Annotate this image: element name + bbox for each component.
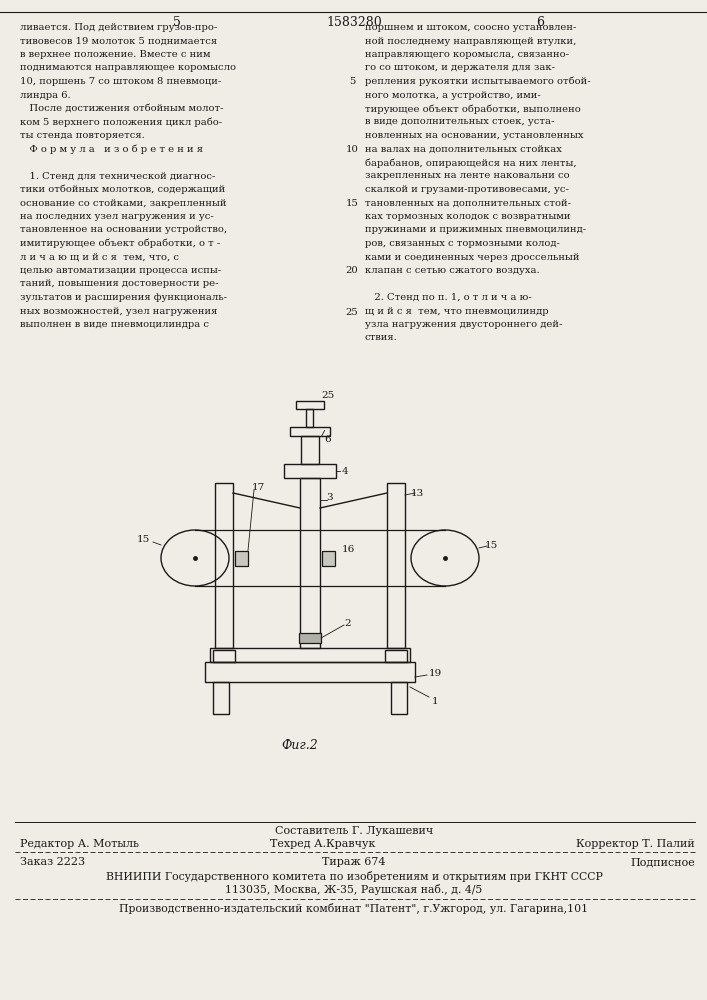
Bar [284,464,336,478]
Text: 6: 6 [536,16,544,29]
Text: ров, связанных с тормозными колод-: ров, связанных с тормозными колод- [365,239,560,248]
Bar [385,650,407,662]
Text: закрепленных на ленте наковальни со: закрепленных на ленте наковальни со [365,172,570,180]
Text: Производственно-издательский комбинат "Патент", г.Ужгород, ул. Гагарина,101: Производственно-издательский комбинат "П… [119,903,588,914]
Text: тики отбойных молотков, содержащий: тики отбойных молотков, содержащий [20,185,226,194]
Bar [307,409,313,427]
Text: новленных на основании, установленных: новленных на основании, установленных [365,131,583,140]
Text: целью автоматизации процесса испы-: целью автоматизации процесса испы- [20,266,221,275]
Bar [300,478,320,648]
Text: ного молотка, а устройство, ими-: ного молотка, а устройство, ими- [365,91,541,100]
Text: 13: 13 [410,488,423,497]
Text: ком 5 верхнего положения цикл рабо-: ком 5 верхнего положения цикл рабо- [20,117,222,127]
Bar [213,682,229,714]
Text: 10: 10 [346,144,358,153]
Bar [215,483,233,648]
Bar [235,550,248,566]
Text: 10, поршень 7 со штоком 8 пневмоци-: 10, поршень 7 со штоком 8 пневмоци- [20,77,221,86]
Text: ствия.: ствия. [365,334,398,342]
Text: зультатов и расширения функциональ-: зультатов и расширения функциональ- [20,293,227,302]
Bar [290,427,330,436]
Text: После достижения отбойным молот-: После достижения отбойным молот- [20,104,223,113]
Text: тановленное на основании устройство,: тановленное на основании устройство, [20,226,227,234]
Text: на последних узел нагружения и ус-: на последних узел нагружения и ус- [20,212,214,221]
Text: линдра 6.: линдра 6. [20,91,71,100]
Text: барабанов, опирающейся на них ленты,: барабанов, опирающейся на них ленты, [365,158,577,167]
Text: Заказ 2223: Заказ 2223 [20,857,85,867]
Text: 113035, Москва, Ж-35, Раушская наб., д. 4/5: 113035, Москва, Ж-35, Раушская наб., д. … [226,884,483,895]
Text: 25: 25 [322,390,334,399]
Text: Корректор Т. Палий: Корректор Т. Палий [576,839,695,849]
Text: узла нагружения двустороннего дей-: узла нагружения двустороннего дей- [365,320,562,329]
Text: 15: 15 [136,536,150,544]
Text: 25: 25 [346,308,358,317]
Bar [205,662,415,682]
Text: в верхнее положение. Вместе с ним: в верхнее положение. Вместе с ним [20,50,211,59]
Text: имитирующее объект обработки, о т -: имитирующее объект обработки, о т - [20,239,221,248]
Bar [296,401,324,409]
Text: 2: 2 [345,618,351,628]
Text: Техред А.Кравчук: Техред А.Кравчук [270,839,375,849]
Text: на валах на дополнительных стойках: на валах на дополнительных стойках [365,144,562,153]
Text: Ф о р м у л а   и з о б р е т е н и я: Ф о р м у л а и з о б р е т е н и я [20,144,203,154]
Text: 4: 4 [341,466,349,476]
Text: Редактор А. Мотыль: Редактор А. Мотыль [20,839,139,849]
Text: го со штоком, и держателя для зак-: го со штоком, и держателя для зак- [365,64,555,73]
Text: ВНИИПИ Государственного комитета по изобретениям и открытиям при ГКНТ СССР: ВНИИПИ Государственного комитета по изоб… [105,871,602,882]
Text: 6: 6 [325,436,332,444]
Text: репления рукоятки испытываемого отбой-: репления рукоятки испытываемого отбой- [365,77,590,87]
Text: 17: 17 [252,484,264,492]
Text: направляющего коромысла, связанно-: направляющего коромысла, связанно- [365,50,569,59]
Text: 16: 16 [341,546,355,554]
Bar [391,682,407,714]
Bar [213,650,235,662]
Text: 1. Стенд для технической диагнос-: 1. Стенд для технической диагнос- [20,172,216,180]
Text: тирующее объект обработки, выполнено: тирующее объект обработки, выполнено [365,104,580,113]
Text: ках тормозных колодок с возвратными: ках тормозных колодок с возвратными [365,212,571,221]
Text: ты стенда повторяется.: ты стенда повторяется. [20,131,145,140]
Text: л и ч а ю щ и й с я  тем, что, с: л и ч а ю щ и й с я тем, что, с [20,252,179,261]
Text: ками и соединенных через дроссельный: ками и соединенных через дроссельный [365,252,580,261]
Text: клапан с сетью сжатого воздуха.: клапан с сетью сжатого воздуха. [365,266,539,275]
Text: Подписное: Подписное [630,857,695,867]
Text: Составитель Г. Лукашевич: Составитель Г. Лукашевич [275,826,433,836]
Bar [322,550,335,566]
Bar [210,648,410,662]
Text: ных возможностей, узел нагружения: ных возможностей, узел нагружения [20,306,217,316]
Text: скалкой и грузами-противовесами, ус-: скалкой и грузами-противовесами, ус- [365,185,569,194]
Text: таний, повышения достоверности ре-: таний, повышения достоверности ре- [20,279,218,288]
Text: поршнем и штоком, соосно установлен-: поршнем и штоком, соосно установлен- [365,23,576,32]
Text: 5: 5 [349,77,355,86]
Text: тивовесов 19 молоток 5 поднимается: тивовесов 19 молоток 5 поднимается [20,36,217,45]
Text: в виде дополнительных стоек, уста-: в виде дополнительных стоек, уста- [365,117,554,126]
Text: выполнен в виде пневмоцилиндра с: выполнен в виде пневмоцилиндра с [20,320,209,329]
Bar [387,483,405,648]
Text: 1: 1 [432,698,438,706]
Text: 5: 5 [173,16,181,29]
Text: ливается. Под действием грузов-про-: ливается. Под действием грузов-про- [20,23,217,32]
Text: поднимаются направляющее коромысло: поднимаются направляющее коромысло [20,64,236,73]
Text: 3: 3 [327,493,333,502]
Text: 19: 19 [428,670,442,678]
Text: пружинами и прижимных пневмоцилинд-: пружинами и прижимных пневмоцилинд- [365,226,586,234]
Text: основание со стойками, закрепленный: основание со стойками, закрепленный [20,198,226,208]
Text: 20: 20 [346,266,358,275]
Text: 2. Стенд по п. 1, о т л и ч а ю-: 2. Стенд по п. 1, о т л и ч а ю- [365,293,532,302]
Text: щ и й с я  тем, что пневмоцилиндр: щ и й с я тем, что пневмоцилиндр [365,306,549,316]
Bar [301,436,319,464]
Text: Тираж 674: Тираж 674 [322,857,386,867]
Text: ной последнему направляющей втулки,: ной последнему направляющей втулки, [365,36,576,45]
Text: Фиг.2: Фиг.2 [281,739,318,752]
Text: 15: 15 [346,198,358,208]
Text: 15: 15 [484,540,498,550]
Text: 1583280: 1583280 [326,16,382,29]
Bar [299,633,321,643]
Text: тановленных на дополнительных стой-: тановленных на дополнительных стой- [365,198,571,208]
